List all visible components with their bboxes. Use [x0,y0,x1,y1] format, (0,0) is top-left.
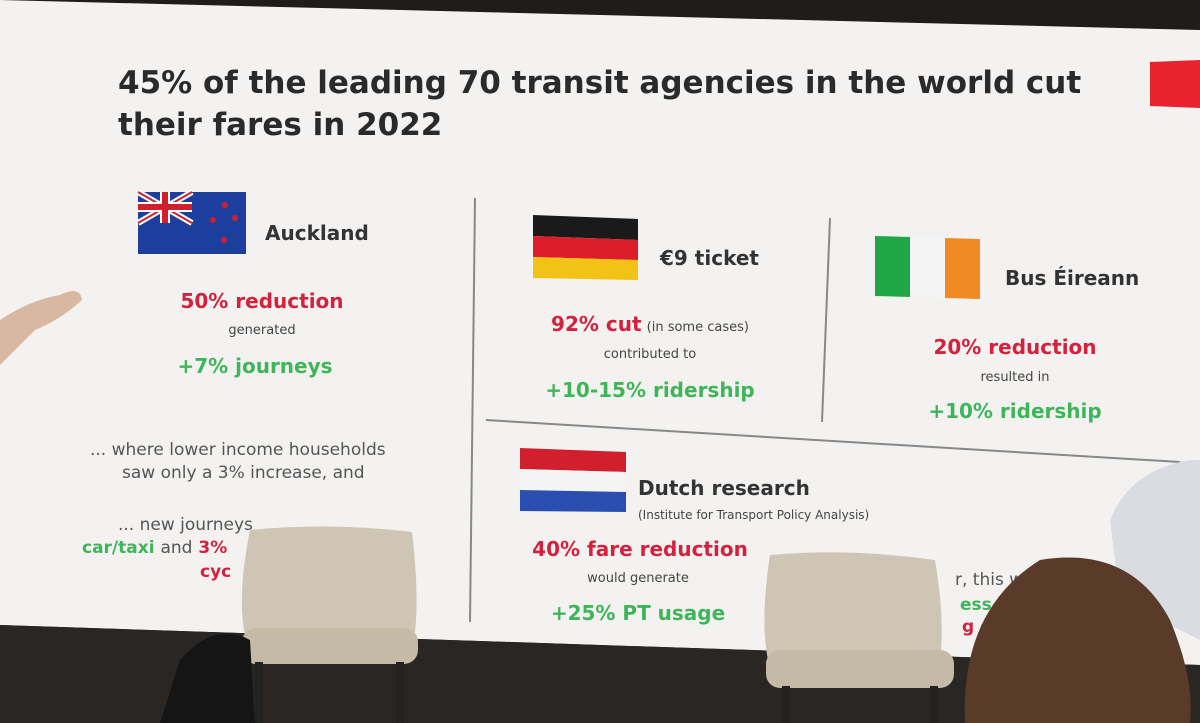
result: +10% ridership [928,399,1102,423]
result: +7% journeys [177,354,333,378]
connector: generated [228,323,296,338]
headline: 50% reduction [180,289,344,313]
person-arm [0,291,82,365]
result: +25% PT usage [550,601,726,625]
note: cyc [200,562,232,582]
slide-title: 45% of the leading 70 transit agencies i… [118,65,1082,143]
flag-germany [533,215,638,280]
connector: contributed to [603,347,697,362]
divider [821,217,831,423]
slide-accent [1150,60,1200,108]
study-name: Dutch research [638,476,810,500]
headline: 40% fare reduction [532,537,748,561]
note-line: car/taxi and 3% [82,538,227,558]
flag-netherlands [520,448,626,512]
city-name: Auckland [265,221,369,245]
note: ... new journeys [118,515,253,535]
headline-line: 92% cut (in some cases) [551,312,749,336]
connector: resulted in [980,370,1050,385]
operator-name: Bus Éireann [1005,266,1140,290]
study-source: (Institute for Transport Policy Analysis… [638,508,870,522]
flag-new-zealand [136,189,246,254]
person-head [964,557,1191,723]
flag-ireland [875,236,980,299]
qualifier: (in some cases) [646,320,749,335]
divider [469,197,476,623]
chair [764,552,954,723]
note: car/taxi [82,538,155,558]
note: 3% [198,538,228,558]
connector: would generate [587,571,689,586]
slide [0,0,1200,665]
headline: 20% reduction [933,335,1097,359]
scheme-name: €9 ticket [660,246,759,270]
chair [241,526,418,723]
headline: 92% cut [551,312,642,336]
fragment: r, this w [955,570,1024,590]
note: and [160,538,193,558]
bag [160,633,255,723]
note: saw only a 3% increase, and [122,463,365,483]
result: +10-15% ridership [545,378,755,402]
note: ... where lower income households [90,440,386,460]
divider [485,419,1181,463]
